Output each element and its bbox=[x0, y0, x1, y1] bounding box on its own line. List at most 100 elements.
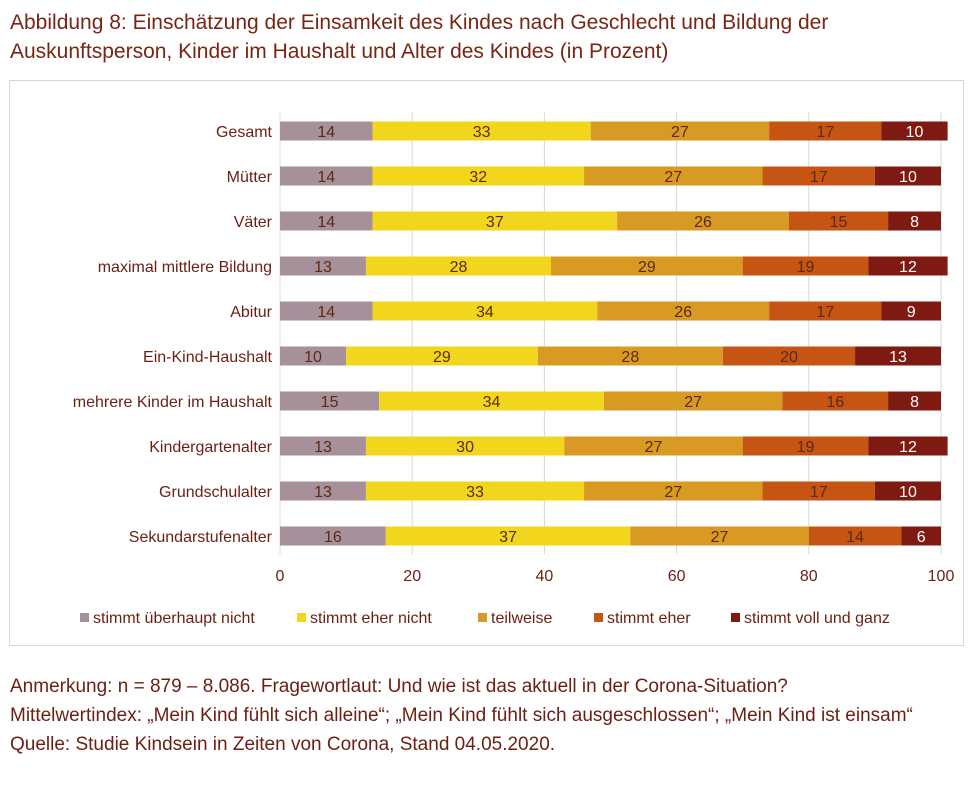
data-label: 14 bbox=[317, 124, 335, 141]
bar-segment bbox=[722, 346, 856, 366]
data-label: 13 bbox=[314, 439, 332, 456]
data-label: 17 bbox=[810, 484, 828, 501]
category-label: Ein-Kind-Haushalt bbox=[143, 349, 273, 366]
category-label: maximal mittlere Bildung bbox=[98, 259, 272, 276]
legend-swatch bbox=[478, 613, 487, 622]
bar-segment bbox=[742, 436, 869, 456]
category-label: Kindergartenalter bbox=[149, 439, 272, 456]
bar-segment bbox=[365, 256, 552, 276]
bar-segment bbox=[874, 481, 941, 501]
data-label: 14 bbox=[317, 214, 335, 231]
data-label: 17 bbox=[816, 124, 834, 141]
data-label: 9 bbox=[907, 304, 916, 321]
data-label: 29 bbox=[638, 259, 656, 276]
data-label: 37 bbox=[486, 214, 504, 231]
data-label: 10 bbox=[906, 124, 924, 141]
data-label: 28 bbox=[450, 259, 468, 276]
x-tick-label: 40 bbox=[536, 568, 554, 585]
bar-segment bbox=[365, 481, 585, 501]
data-label: 15 bbox=[321, 394, 339, 411]
data-label: 34 bbox=[483, 394, 501, 411]
bar-segment bbox=[537, 346, 723, 366]
bar-segment bbox=[280, 121, 373, 141]
data-label: 10 bbox=[899, 484, 917, 501]
legend-label: stimmt voll und ganz bbox=[744, 610, 890, 627]
data-label: 37 bbox=[499, 529, 517, 546]
bar-segment bbox=[762, 481, 875, 501]
data-label: 27 bbox=[684, 394, 702, 411]
notes: Anmerkung: n = 879 – 8.086. Fragewortlau… bbox=[10, 672, 970, 759]
data-label: 30 bbox=[456, 439, 474, 456]
data-label: 6 bbox=[917, 529, 926, 546]
data-label: 14 bbox=[317, 304, 335, 321]
data-label: 20 bbox=[780, 349, 798, 366]
bar-segment bbox=[280, 526, 386, 546]
data-label: 16 bbox=[826, 394, 844, 411]
data-label: 26 bbox=[694, 214, 712, 231]
data-label: 15 bbox=[830, 214, 848, 231]
legend-label: stimmt eher nicht bbox=[310, 610, 432, 627]
bar-segment bbox=[782, 391, 889, 411]
data-label: 13 bbox=[314, 259, 332, 276]
stacked-bar-chart: Gesamt 14 33 27 17 10 Mütter 14 32 27 17 10 Väter 14 3… bbox=[73, 112, 955, 627]
bar-segment bbox=[808, 526, 902, 546]
x-tick-label: 60 bbox=[668, 568, 686, 585]
data-label: 16 bbox=[324, 529, 342, 546]
bar-segment bbox=[617, 211, 789, 231]
data-label: 13 bbox=[314, 484, 332, 501]
category-label: mehrere Kinder im Haushalt bbox=[73, 394, 273, 411]
data-label: 27 bbox=[711, 529, 729, 546]
note-index: Mittelwertindex: „Mein Kind fühlt sich a… bbox=[10, 705, 913, 726]
bar-segment bbox=[769, 121, 882, 141]
data-label: 14 bbox=[317, 169, 335, 186]
bar-segment bbox=[372, 166, 585, 186]
data-label: 32 bbox=[469, 169, 487, 186]
data-label: 33 bbox=[473, 124, 491, 141]
data-label: 10 bbox=[899, 169, 917, 186]
bar-segment bbox=[874, 166, 941, 186]
category-label: Sekundarstufenalter bbox=[129, 529, 273, 546]
bar-segment bbox=[868, 436, 948, 456]
legend-swatch bbox=[731, 613, 740, 622]
bar-segment bbox=[584, 166, 763, 186]
bar-segment bbox=[346, 346, 538, 366]
bar-segment bbox=[584, 481, 763, 501]
data-label: 14 bbox=[846, 529, 864, 546]
bar-segment bbox=[280, 436, 366, 456]
legend-swatch bbox=[594, 613, 603, 622]
data-label: 34 bbox=[476, 304, 494, 321]
bar-segment bbox=[855, 346, 941, 366]
bar-segment bbox=[630, 526, 809, 546]
x-tick-label: 100 bbox=[928, 568, 955, 585]
data-label: 27 bbox=[671, 124, 689, 141]
bar-segment bbox=[597, 301, 770, 321]
bar-segment bbox=[788, 211, 889, 231]
bar-segment bbox=[372, 211, 618, 231]
data-label: 10 bbox=[304, 349, 322, 366]
data-label: 26 bbox=[674, 304, 692, 321]
data-label: 17 bbox=[816, 304, 834, 321]
bar-segment bbox=[280, 211, 373, 231]
bar-segment bbox=[881, 121, 948, 141]
data-label: 19 bbox=[797, 439, 815, 456]
note-source: Quelle: Studie Kindsein in Zeiten von Co… bbox=[10, 734, 556, 755]
bar-segment bbox=[888, 211, 941, 231]
bar-segment bbox=[385, 526, 631, 546]
category-label: Grundschulalter bbox=[159, 484, 273, 501]
bar-segment bbox=[590, 121, 770, 141]
x-tick-label: 80 bbox=[800, 568, 818, 585]
data-label: 28 bbox=[621, 349, 639, 366]
bar-segment bbox=[868, 256, 948, 276]
bar-segment bbox=[762, 166, 875, 186]
chart-title: Abbildung 8: Einschätzung der Einsamkeit… bbox=[10, 11, 829, 63]
data-label: 27 bbox=[664, 484, 682, 501]
data-label: 33 bbox=[466, 484, 484, 501]
bar-segment bbox=[280, 481, 366, 501]
bar-segment bbox=[888, 391, 941, 411]
note-remark: Anmerkung: n = 879 – 8.086. Fragewortlau… bbox=[10, 676, 788, 697]
legend-label: stimmt eher bbox=[607, 610, 691, 627]
bar-segment bbox=[280, 166, 373, 186]
chart-panel: Gesamt 14 33 27 17 10 Mütter 14 32 27 17 10 Väter 14 3… bbox=[9, 80, 964, 646]
bar-segment bbox=[564, 436, 743, 456]
bar-segment bbox=[280, 391, 380, 411]
